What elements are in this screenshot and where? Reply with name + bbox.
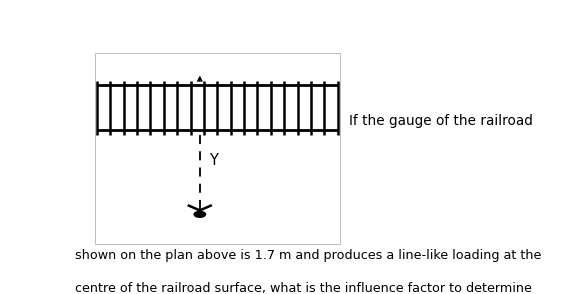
Text: If the gauge of the railroad: If the gauge of the railroad xyxy=(349,114,533,128)
Bar xyxy=(95,54,340,243)
Text: shown on the plan above is 1.7 m and produces a line-like loading at the: shown on the plan above is 1.7 m and pro… xyxy=(75,249,541,262)
Circle shape xyxy=(194,211,206,217)
Text: centre of the railroad surface, what is the influence factor to determine: centre of the railroad surface, what is … xyxy=(75,282,532,294)
Text: Y: Y xyxy=(208,153,218,168)
